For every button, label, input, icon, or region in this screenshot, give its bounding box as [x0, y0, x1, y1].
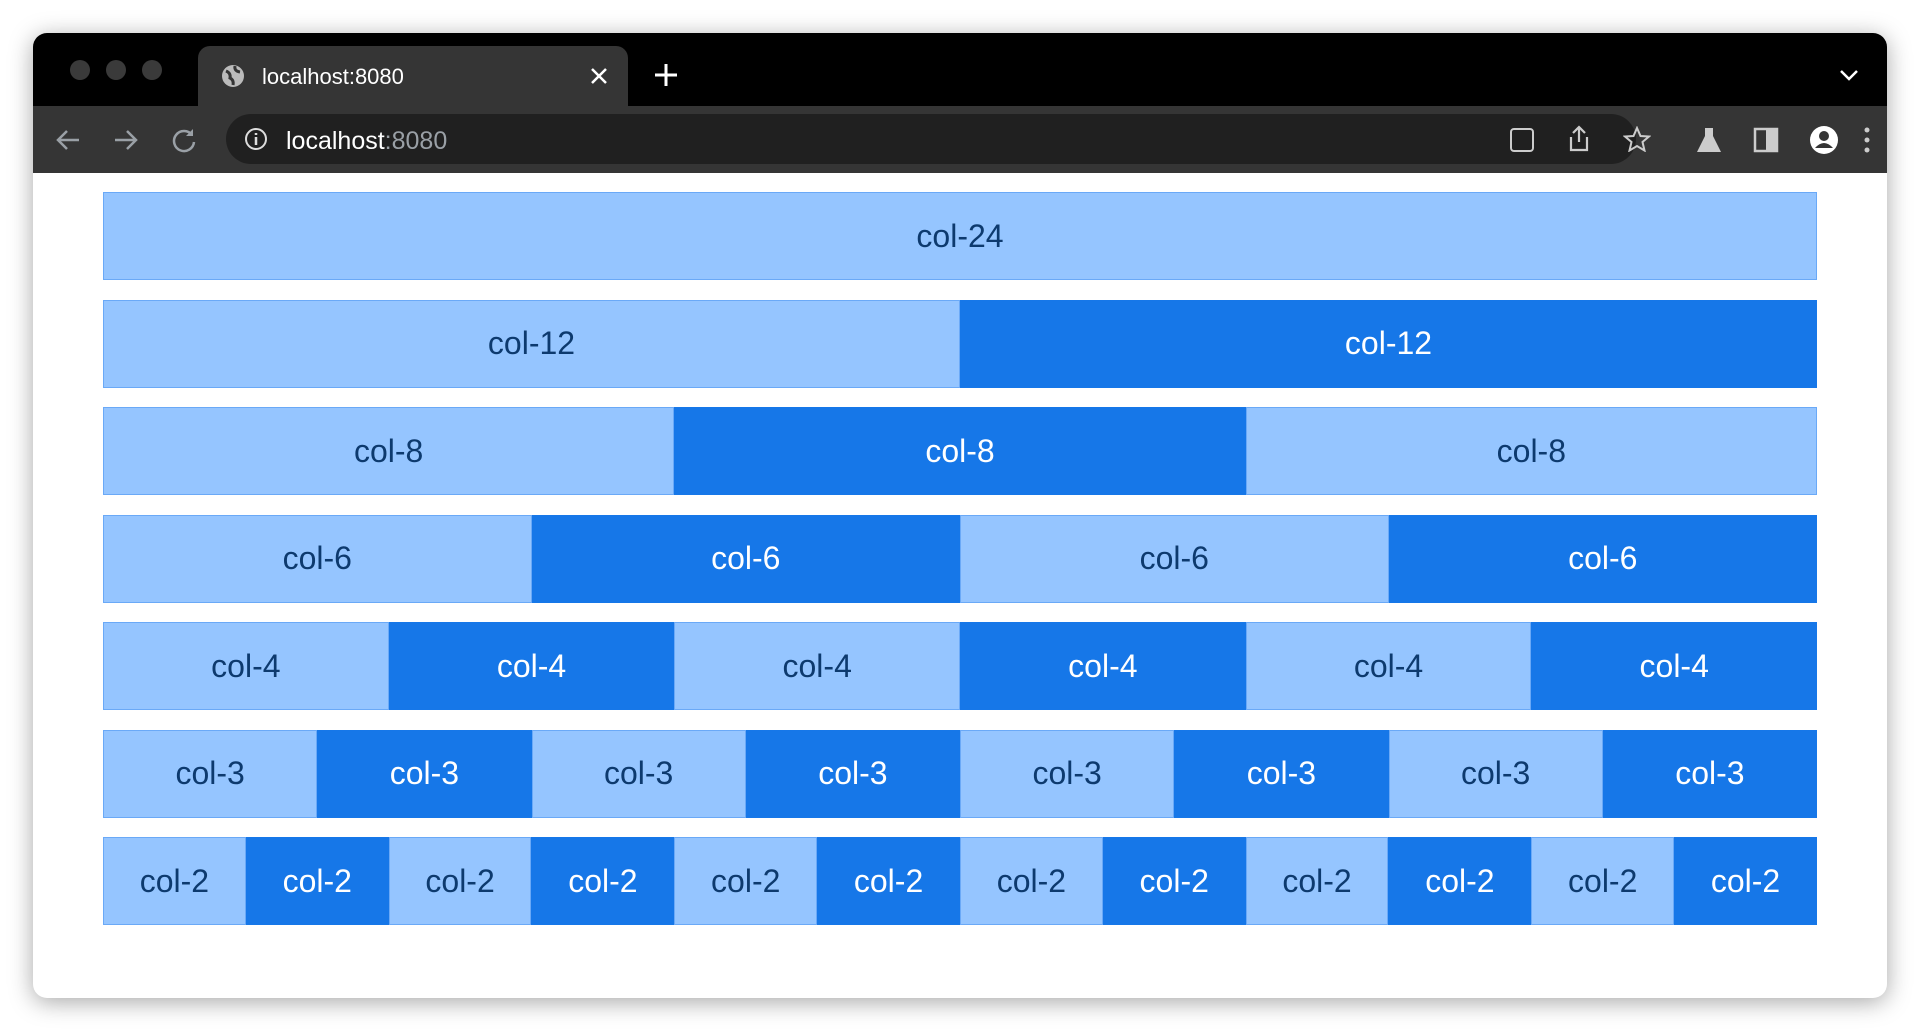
- bookmark-icon[interactable]: [1623, 126, 1651, 152]
- minimize-button[interactable]: [106, 60, 126, 80]
- grid-cell: col-2: [817, 837, 960, 925]
- grid-cell: col-12: [103, 299, 960, 388]
- grid-cell: col-2: [103, 837, 246, 925]
- grid-cell: col-12: [960, 299, 1817, 388]
- grid-cell: col-4: [1531, 622, 1818, 710]
- tab-bar: localhost:8080: [33, 33, 1887, 106]
- forward-icon[interactable]: [113, 127, 139, 153]
- grid-cell: col-6: [103, 514, 532, 603]
- grid-cell: col-8: [103, 407, 675, 495]
- grid-cell: col-4: [103, 622, 389, 710]
- grid-cell: col-2: [245, 837, 389, 925]
- grid-cell: col-3: [1174, 729, 1389, 818]
- profile-icon[interactable]: [1809, 125, 1839, 155]
- grid-cell: col-2: [531, 837, 675, 925]
- grid-cell: col-3: [531, 729, 746, 818]
- grid-row: col-8 col-8 col-8: [103, 407, 1817, 495]
- globe-icon: [222, 65, 244, 87]
- grid: col-24 col-12 col-12 col-8 col-8 col-8 col-6 co…: [103, 192, 1818, 945]
- grid-row: col-12 col-12: [103, 299, 1817, 388]
- grid-cell: col-3: [1388, 729, 1603, 818]
- back-icon[interactable]: [55, 127, 81, 153]
- grid-cell: col-3: [745, 729, 960, 818]
- grid-row: col-6 col-6 col-6 col-6: [103, 514, 1817, 603]
- info-icon[interactable]: [244, 127, 268, 151]
- grid-cell: col-2: [388, 837, 532, 925]
- grid-cell: col-3: [103, 729, 318, 818]
- labs-icon[interactable]: [1695, 126, 1723, 154]
- toolbar: localhost:8080: [33, 106, 1887, 173]
- grid-cell: col-6: [1388, 514, 1817, 603]
- tab-title: localhost:8080: [262, 64, 404, 89]
- share-icon[interactable]: [1566, 125, 1592, 153]
- grid-row: col-3 col-3 col-3 col-3 col-3 col-3 col-3 col-3: [103, 729, 1817, 818]
- grid-row: col-2 col-2 col-2 col-2 col-2 col-2 col-2 col-2…: [103, 837, 1817, 925]
- tab-close-icon[interactable]: [589, 66, 609, 86]
- translate-icon[interactable]: [1509, 127, 1535, 153]
- grid-cell: col-4: [960, 622, 1246, 710]
- menu-icon[interactable]: [1863, 126, 1871, 154]
- grid-row: col-4 col-4 col-4 col-4 col-4 col-4: [103, 622, 1818, 710]
- grid-cell: col-2: [674, 837, 818, 925]
- grid-cell: col-2: [1102, 837, 1246, 925]
- url-port: :8080: [384, 127, 448, 155]
- side-panel-icon[interactable]: [1753, 127, 1779, 153]
- reload-icon[interactable]: [171, 127, 197, 153]
- url: localhost:8080: [286, 127, 447, 156]
- close-button[interactable]: [70, 60, 90, 80]
- address-bar[interactable]: localhost:8080: [226, 114, 1651, 164]
- grid-cell: col-2: [1388, 837, 1532, 925]
- tab-menu-icon[interactable]: [1839, 69, 1859, 83]
- grid-cell: col-2: [1674, 837, 1817, 925]
- grid-cell: col-2: [959, 837, 1103, 925]
- grid-cell: col-4: [388, 622, 675, 710]
- tab[interactable]: localhost:8080: [198, 46, 628, 106]
- grid-cell: col-24: [103, 192, 1817, 280]
- grid-cell: col-6: [531, 514, 960, 603]
- grid-cell: col-2: [1531, 837, 1675, 925]
- url-host: localhost: [286, 127, 385, 155]
- grid-cell: col-2: [1245, 837, 1389, 925]
- grid-row: col-24: [103, 192, 1817, 280]
- grid-cell: col-3: [960, 729, 1175, 818]
- grid-cell: col-4: [1245, 622, 1532, 710]
- grid-cell: col-4: [674, 622, 961, 710]
- grid-cell: col-3: [1602, 729, 1817, 818]
- grid-cell: col-6: [960, 514, 1389, 603]
- grid-cell: col-8: [1245, 407, 1817, 495]
- new-tab-icon[interactable]: [653, 62, 679, 88]
- grid-cell: col-3: [317, 729, 532, 818]
- zoom-button[interactable]: [142, 60, 162, 80]
- grid-cell: col-8: [674, 407, 1246, 495]
- browser-window: localhost:8080 localhost:8080 col-24 col-…: [33, 33, 1887, 998]
